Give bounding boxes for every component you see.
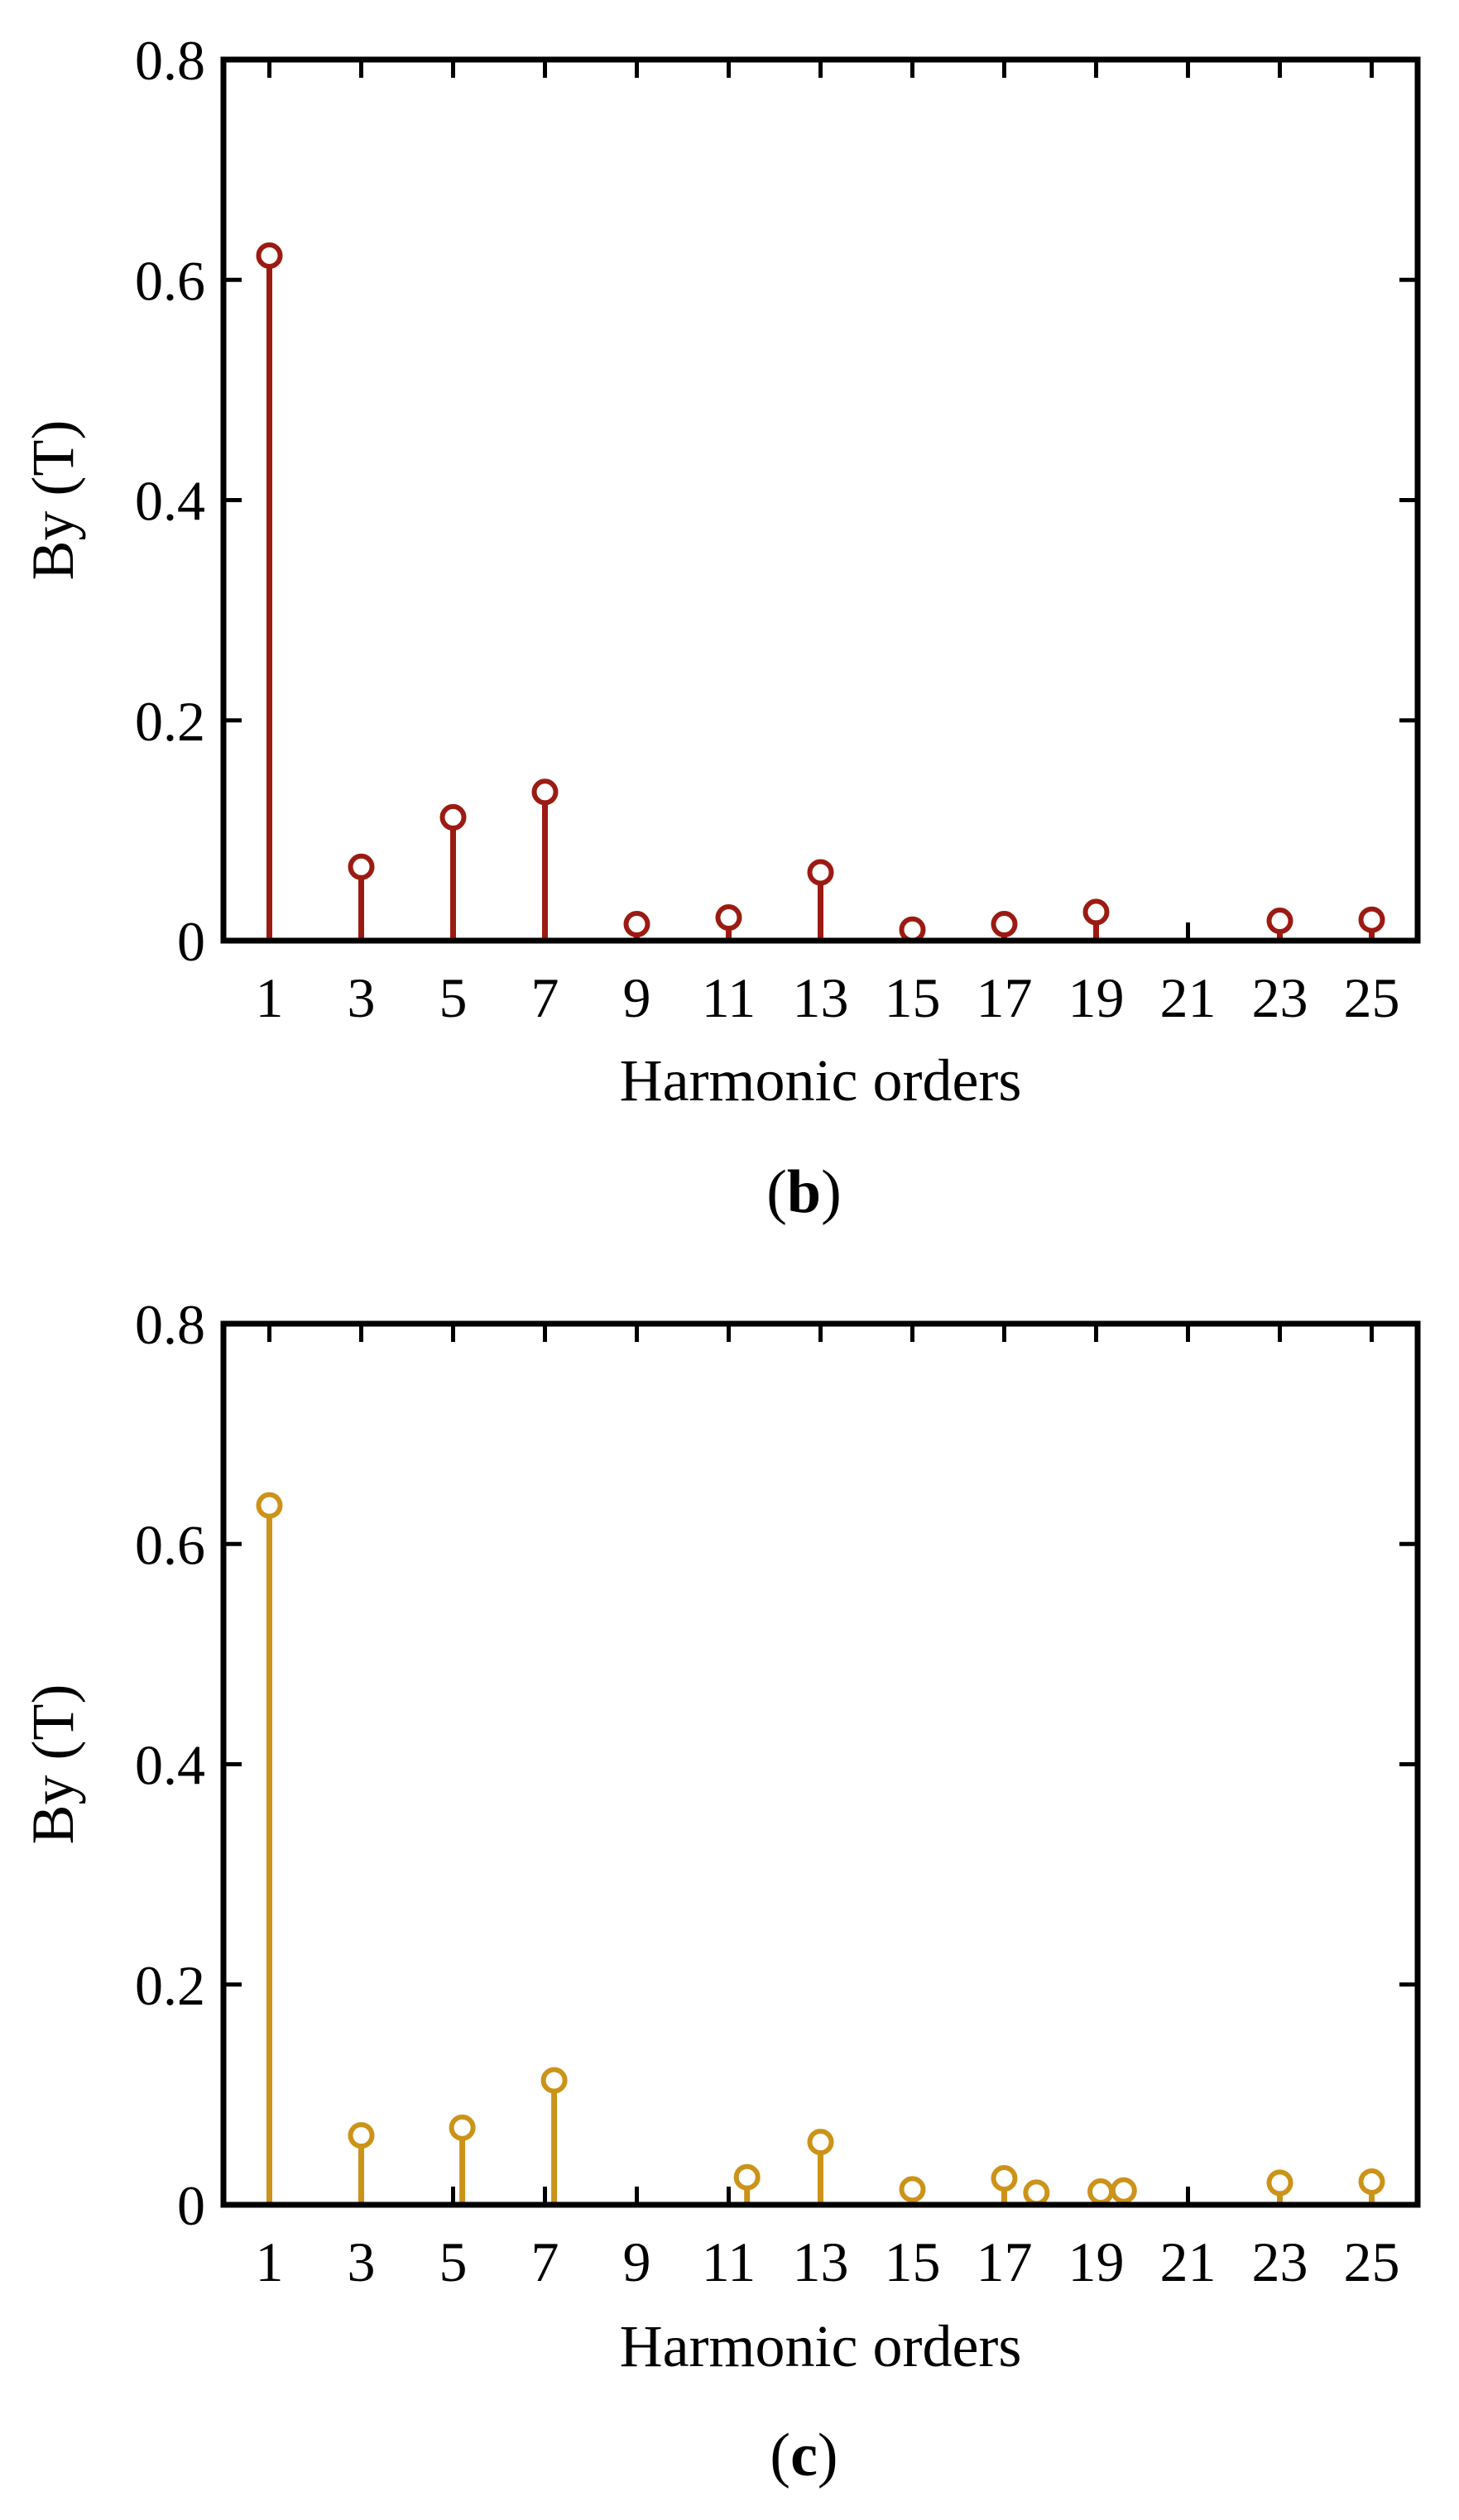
x-axis-title: Harmonic orders <box>620 1047 1022 1114</box>
stem-marker <box>449 2114 476 2141</box>
panel-letter: b <box>787 1158 821 1226</box>
stem-marker <box>623 911 650 938</box>
stem-marker <box>715 904 742 932</box>
y-axis-title: By (T) <box>20 1684 86 1845</box>
chart-panel-c: 00.20.40.60.81 3 5 7 9 11 13 15 17 19 21 23 25Harmon… <box>20 1293 1421 2489</box>
stem-marker <box>1082 898 1110 926</box>
y-tick-label: 0 <box>177 910 205 973</box>
stem-marker <box>1087 2178 1115 2206</box>
x-tick-label: 13 <box>793 2230 849 2293</box>
x-tick-label: 9 <box>623 966 651 1029</box>
x-tick-label: 21 <box>1160 2230 1217 2293</box>
x-tick-label: 15 <box>885 966 941 1029</box>
x-tick-label: 19 <box>1068 2230 1125 2293</box>
x-tick-label: 19 <box>1068 966 1125 1029</box>
x-axis-title: Harmonic orders <box>620 2313 1022 2379</box>
y-tick-label: 0.8 <box>135 29 205 92</box>
x-tick-label: 25 <box>1344 2230 1400 2293</box>
stem-marker <box>1358 2168 1385 2196</box>
x-tick-label: 11 <box>702 966 756 1029</box>
y-tick-label: 0.8 <box>135 1293 205 1356</box>
stem-marker <box>348 2122 375 2149</box>
x-tick-label: 1 <box>256 2230 284 2293</box>
stem-marker <box>439 803 467 831</box>
stem-marker <box>899 2176 926 2203</box>
stem-marker <box>1358 906 1385 933</box>
y-tick-label: 0.6 <box>135 249 205 312</box>
x-tick-label: 7 <box>531 966 559 1029</box>
x-tick-label: 11 <box>702 2230 756 2293</box>
x-tick-label: 13 <box>793 966 849 1029</box>
x-tick-label: 21 <box>1160 966 1217 1029</box>
stem-marker <box>991 911 1018 938</box>
stem-marker <box>256 1492 283 1519</box>
x-tick-label: 5 <box>439 966 468 1029</box>
y-tick-label: 0.4 <box>135 1734 205 1797</box>
panel-label: (c) <box>770 2422 837 2489</box>
x-tick-label: 3 <box>348 2230 376 2293</box>
stem-marker <box>807 2129 834 2156</box>
x-tick-label: 23 <box>1252 966 1308 1029</box>
stem-marker <box>256 242 283 269</box>
stem-marker <box>1266 908 1293 935</box>
x-tick-label: 25 <box>1344 966 1400 1029</box>
x-tick-label: 5 <box>439 2230 468 2293</box>
stem-marker <box>1023 2179 1050 2206</box>
x-tick-label: 17 <box>977 2230 1033 2293</box>
stem-marker <box>733 2163 761 2191</box>
chart-panel-b: 00.20.40.60.81 3 5 7 9 11 13 15 17 19 21 23 25Harmon… <box>20 29 1421 1226</box>
x-tick-label: 9 <box>623 2230 651 2293</box>
x-tick-label: 1 <box>256 966 284 1029</box>
y-tick-label: 0 <box>177 2174 205 2237</box>
x-tick-label: 15 <box>885 2230 941 2293</box>
y-tick-label: 0.6 <box>135 1513 205 1576</box>
x-tick-label: 7 <box>531 2230 559 2293</box>
y-tick-label: 0.2 <box>135 690 205 753</box>
stem-marker <box>899 916 926 943</box>
stem-marker <box>991 2165 1018 2192</box>
stem-marker <box>540 2067 568 2094</box>
y-tick-label: 0.4 <box>135 470 205 533</box>
x-tick-label: 17 <box>977 966 1033 1029</box>
y-tick-label: 0.2 <box>135 1954 205 2017</box>
stem-marker <box>807 859 834 886</box>
stem-marker <box>348 853 375 880</box>
stem-marker <box>1266 2169 1293 2197</box>
panel-label: (b) <box>766 1158 841 1226</box>
y-axis-title: By (T) <box>20 420 86 581</box>
stem-marker <box>531 779 559 806</box>
x-tick-label: 3 <box>348 966 376 1029</box>
axes-frame <box>220 1320 1421 2208</box>
stem-marker <box>1110 2177 1137 2204</box>
axes-frame <box>220 56 1421 944</box>
x-tick-label: 23 <box>1252 2230 1308 2293</box>
panel-letter: c <box>790 2422 818 2489</box>
